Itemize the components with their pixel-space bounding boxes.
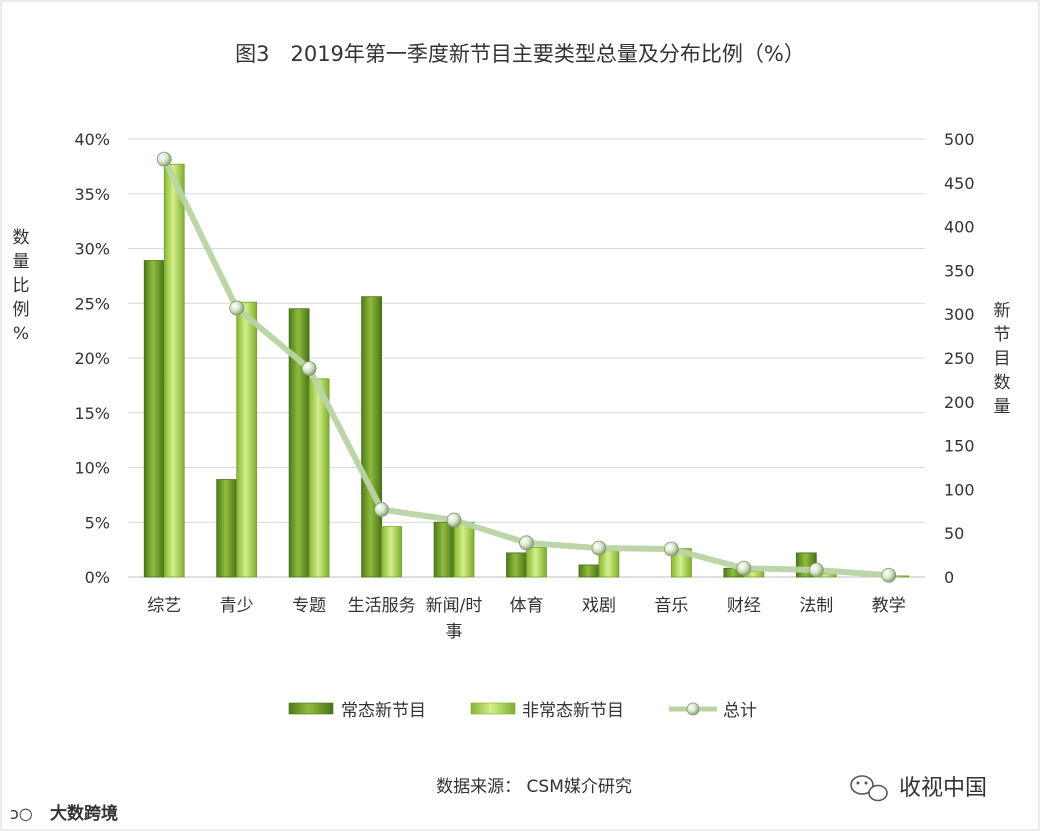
bar-irregular	[381, 526, 402, 578]
y2-axis-label-char: 目	[994, 349, 1011, 369]
bar-regular	[433, 521, 455, 578]
y2-tick-label: 400	[944, 218, 975, 237]
bar-regular	[578, 564, 600, 578]
y2-tick-label: 500	[944, 130, 975, 149]
watermark-right: 收视中国	[850, 775, 987, 802]
total-line	[156, 151, 897, 583]
y-tick-label: 35%	[74, 185, 110, 204]
y2-axis-label-char: 节	[994, 325, 1011, 345]
total-point	[519, 535, 534, 551]
y-axis-label-char: 比	[13, 276, 30, 296]
x-tick-label: 综艺	[147, 596, 181, 616]
y-tick-label: 0%	[85, 568, 110, 587]
y-tick-label: 5%	[85, 513, 110, 532]
y2-axis-label-char: 量	[994, 397, 1011, 417]
y-tick-label: 10%	[74, 459, 110, 478]
x-tick-label: 体育	[510, 596, 544, 616]
y-tick-label: 15%	[74, 404, 110, 423]
y2-tick-label: 50	[944, 524, 964, 543]
y2-tick-label: 200	[944, 393, 975, 412]
total-point	[881, 567, 897, 583]
legend-label-irregular: 非常态新节目	[522, 701, 624, 721]
y2-tick-label: 450	[944, 174, 975, 193]
total-point	[446, 512, 462, 528]
y-axis-label-char: 例	[13, 300, 30, 320]
total-point	[591, 540, 607, 556]
y-axis-label-char: %	[13, 324, 29, 344]
watermark-left-text: 大数跨境	[50, 803, 118, 824]
y-axis-label-char: 量	[13, 252, 30, 272]
y2-tick-label: 100	[944, 480, 975, 499]
x-tick-label: 青少	[220, 596, 254, 616]
x-tick-label: 法制	[799, 596, 833, 616]
source-note: 数据来源： CSM媒介研究	[436, 777, 632, 797]
x-tick-label: 生活服务	[348, 596, 416, 616]
x-tick-label: 财经	[727, 596, 761, 616]
y2-tick-label: 300	[944, 305, 975, 324]
bar-irregular	[236, 301, 258, 578]
y-axis-right: 0 50 100 150 200 250 300 350 400 450 500	[944, 130, 975, 587]
x-tick-label: 新闻/时事	[426, 596, 483, 642]
y-axis-label-char: 数	[13, 228, 30, 248]
bar-regular	[288, 308, 310, 578]
legend: 常态新节目 非常态新节目 总计	[288, 701, 757, 721]
bar-regular	[361, 296, 382, 578]
bar-irregular	[308, 378, 330, 578]
x-tick-label: 专题	[292, 596, 326, 616]
x-tick-label: 音乐	[654, 596, 688, 616]
bar-regular	[506, 552, 527, 578]
x-tick-label: 戏剧	[582, 596, 616, 616]
watermark-right-text: 收视中国	[899, 776, 987, 801]
bar-irregular	[526, 547, 547, 578]
wechat-icon	[850, 775, 888, 802]
total-point	[374, 502, 389, 517]
watermark-left: ↄ○ 大数跨境	[10, 803, 118, 824]
y2-tick-label: 150	[944, 437, 975, 456]
total-point	[301, 361, 317, 376]
y-tick-label: 25%	[74, 294, 110, 313]
legend-swatch-regular	[288, 702, 334, 715]
x-axis: 综艺 青少 专题 生活服务 新闻/时事 体育 戏剧 音乐 财经 法制 教学	[147, 596, 906, 642]
bar-regular	[216, 479, 238, 578]
x-tick-label: 教学	[872, 596, 906, 616]
total-point	[664, 541, 679, 557]
total-point	[808, 562, 824, 578]
y-tick-label: 40%	[74, 130, 110, 149]
y-tick-label: 20%	[74, 349, 110, 368]
bar-irregular	[453, 521, 475, 578]
total-point	[229, 300, 245, 316]
legend-marker-total	[686, 702, 700, 716]
bar-irregular	[163, 163, 185, 578]
bars	[143, 163, 910, 578]
total-point	[156, 151, 172, 167]
watermark-left-logo: ↄ○	[10, 804, 33, 823]
y-axis-left: 0% 5% 10% 15% 20% 25% 30% 35% 40%	[74, 130, 110, 587]
y2-tick-label: 350	[944, 261, 975, 280]
y2-axis-label-char: 新	[994, 301, 1011, 321]
y2-axis-label-char: 数	[994, 373, 1011, 393]
bar-regular	[143, 260, 165, 578]
y2-tick-label: 250	[944, 349, 975, 368]
gridlines	[128, 138, 925, 578]
total-point	[736, 560, 752, 576]
legend-label-total: 总计	[723, 701, 757, 721]
legend-label-regular: 常态新节目	[341, 701, 426, 721]
chart-title: 图3 2019年第一季度新节目主要类型总量及分布比例（%）	[235, 42, 805, 66]
y2-tick-label: 0	[944, 568, 954, 587]
y-tick-label: 30%	[74, 240, 110, 259]
legend-swatch-irregular	[470, 702, 516, 715]
